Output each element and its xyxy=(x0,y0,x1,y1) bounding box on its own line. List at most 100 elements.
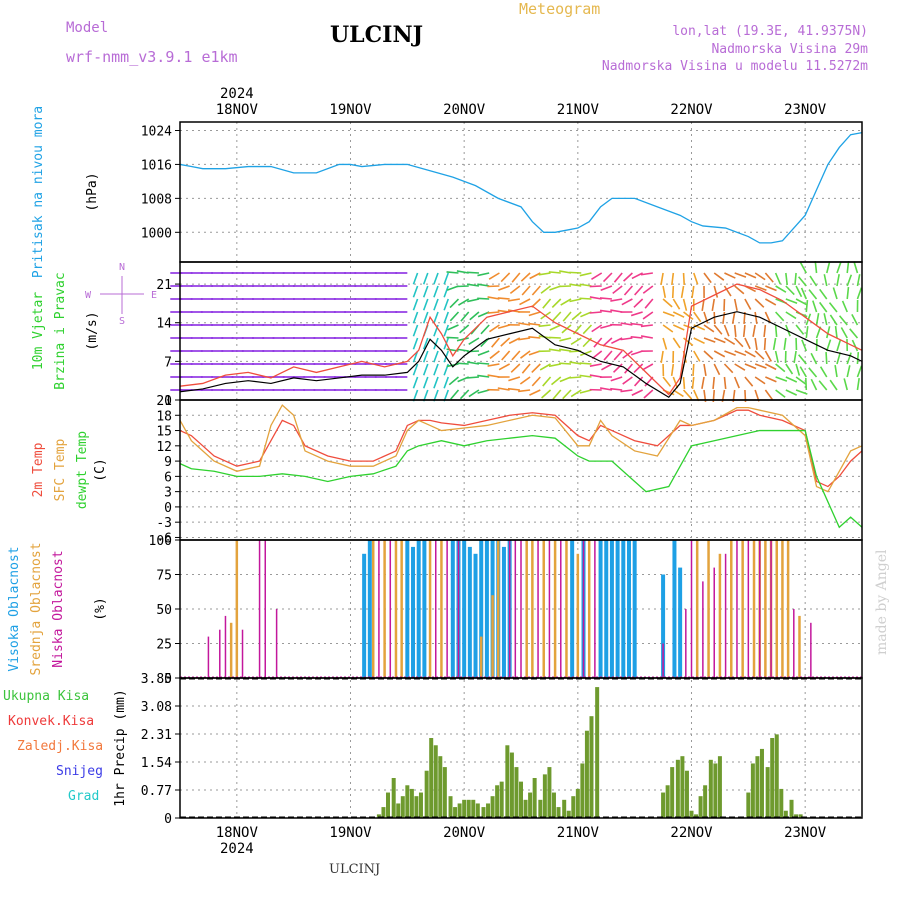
precip-bar xyxy=(462,799,467,818)
wind-barb xyxy=(589,311,602,314)
wind-barb xyxy=(744,350,756,358)
wind-barb xyxy=(466,350,479,353)
precip-legend-0: Ukupna Kisa xyxy=(3,689,89,704)
wind-barb xyxy=(836,274,840,287)
precip-bar xyxy=(528,792,533,818)
wind-barb xyxy=(722,311,726,325)
wind-barb xyxy=(579,389,592,394)
mid-cloud-bar xyxy=(798,615,801,678)
wind-barb xyxy=(466,283,480,287)
precip-bar xyxy=(481,807,486,818)
wind-barb xyxy=(422,311,429,324)
wind-barb xyxy=(602,337,613,347)
wind-barb xyxy=(785,376,798,383)
precip-bar xyxy=(675,759,680,818)
wind-barb xyxy=(589,296,602,300)
wind-barb xyxy=(775,389,786,398)
wind-barb xyxy=(823,313,828,326)
precip-legend-2: Zaledj.Kisa xyxy=(17,739,103,754)
wind-barb xyxy=(630,322,643,326)
y-tick-label: 75 xyxy=(156,569,172,584)
wind-barb xyxy=(774,350,779,363)
wind-barb xyxy=(856,378,860,391)
wind-barb xyxy=(841,300,848,313)
wind-barb xyxy=(549,285,562,291)
y-tick-label: 15 xyxy=(156,425,172,440)
y-tick-label: 1024 xyxy=(141,124,172,139)
wind-barb xyxy=(775,311,785,322)
wind-barb xyxy=(853,261,859,274)
wind-barb xyxy=(801,339,808,352)
wind-barb xyxy=(466,376,480,379)
low-cloud-bar xyxy=(548,540,551,678)
wind-barb xyxy=(672,324,685,331)
mid-cloud-bar xyxy=(786,540,790,678)
wind-barb xyxy=(569,271,582,274)
y-tick-label: 9 xyxy=(164,455,172,470)
wind-barb xyxy=(633,363,644,373)
low-cloud-bar xyxy=(758,540,761,678)
wind-barb xyxy=(466,361,480,365)
wind-barb xyxy=(529,389,541,396)
wind-barb xyxy=(589,285,602,288)
wind-barb xyxy=(733,376,740,389)
low-cloud-bar xyxy=(207,636,210,678)
precip-bar xyxy=(448,796,453,818)
temp-ylabel-2: dewpt Temp xyxy=(75,431,90,509)
wind-barb xyxy=(443,311,450,324)
wind-barb xyxy=(711,298,716,311)
wind-barb xyxy=(795,285,803,298)
precip-bar xyxy=(391,778,396,818)
y-tick-label: 0 xyxy=(164,812,172,827)
wind-barb xyxy=(508,337,521,345)
wind-barb xyxy=(446,336,459,339)
precip-bar xyxy=(575,788,580,818)
wind-barb xyxy=(528,311,541,317)
wind-barb xyxy=(812,300,818,313)
high-cloud-bar xyxy=(570,540,575,678)
wind-barb xyxy=(603,350,613,361)
precip-bar xyxy=(499,781,504,818)
wind-barb xyxy=(633,298,644,308)
wind-barb xyxy=(672,376,679,389)
wind-barb xyxy=(795,376,807,385)
wind-barb xyxy=(579,374,592,378)
wind-barb xyxy=(613,272,623,283)
low-cloud-bar xyxy=(219,629,221,678)
low-cloud-bar xyxy=(435,540,437,678)
wind-barb xyxy=(692,363,695,377)
low-cloud-bar xyxy=(389,540,392,678)
wind-barb xyxy=(703,324,715,333)
wind-barb xyxy=(610,387,623,391)
wind-barb xyxy=(765,376,777,383)
wind-barb xyxy=(836,339,842,352)
wind-barb xyxy=(846,260,850,274)
wind-barb xyxy=(521,363,531,374)
wind-barb xyxy=(412,324,419,337)
wind-barb xyxy=(785,298,798,305)
wind-barb xyxy=(509,285,521,294)
wind-barb xyxy=(838,315,848,326)
wind-barb xyxy=(443,324,450,337)
precip-bar xyxy=(438,756,443,818)
wind-barb xyxy=(620,389,633,393)
wind-barb xyxy=(785,311,797,320)
wind-barb xyxy=(631,389,643,396)
wind-barb xyxy=(443,376,450,389)
precip-bar xyxy=(429,738,434,818)
footer-station: ULCINJ xyxy=(329,862,381,877)
wind-barb xyxy=(799,262,808,274)
low-cloud-bar xyxy=(770,540,772,678)
wind-barb xyxy=(805,299,809,313)
wind-barb xyxy=(488,272,500,280)
y-tick-label: 1008 xyxy=(141,192,172,207)
y-tick-label: 1.54 xyxy=(141,756,172,771)
wind-barb xyxy=(818,380,828,391)
wind-barb xyxy=(458,298,470,306)
high-cloud-bar xyxy=(416,540,421,678)
wind-barb xyxy=(683,324,696,330)
wind-barb xyxy=(829,314,838,326)
wind-barb xyxy=(701,376,705,389)
wind-barb xyxy=(580,350,592,357)
wind-barb xyxy=(579,297,592,300)
